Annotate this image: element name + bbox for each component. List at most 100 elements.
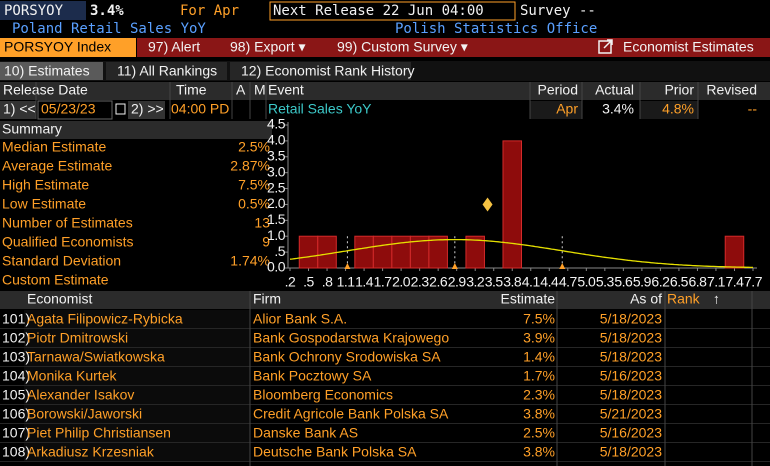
table-column[interactable]: Rank [667,291,701,307]
x-tick-label: 2.0 [392,274,411,290]
y-tick-label: 1.5 [267,211,286,227]
tab-label[interactable]: 10) Estimates [4,63,90,79]
toolbar-button[interactable]: 99) Custom Survey ▾ [337,39,468,55]
prev-button [0,101,36,119]
summary-label: High Estimate [2,177,89,193]
summary-value: 13 [254,215,270,231]
x-tick-label: 7.7 [744,274,763,290]
estimate: 2.3% [523,387,555,403]
estimate: 2.5% [523,425,555,441]
release-date[interactable]: 05/23/23 [41,101,96,117]
ticker: PORSYOY [4,3,64,19]
summary-header [0,121,272,139]
economist-cell [24,443,250,461]
summary-value: 2.87% [230,158,270,174]
table-column[interactable]: As of [630,291,662,307]
period-label: For Apr [180,3,239,19]
tab [0,62,103,80]
table-column[interactable]: Estimate [501,291,556,307]
firm: Bloomberg Economics [253,387,393,403]
table-column[interactable]: Economist [27,291,92,307]
estimate: 3.8% [523,406,555,422]
firm: Bank Ochrony Srodowiska SA [253,349,441,365]
economist[interactable]: Arkadiusz Krzesniak [27,444,155,460]
histogram-bar [354,235,374,269]
release-column: Event [268,82,304,98]
normal-curve [289,238,753,269]
calendar-icon [115,103,126,115]
economist[interactable]: Alexander Isakov [27,387,134,403]
economist-cell [24,348,250,366]
tab-label[interactable]: 11) All Rankings [117,63,217,79]
summary-title: Summary [2,121,62,137]
y-tick-label: 2.0 [267,195,286,211]
firm: Bank Pocztowy SA [253,368,372,384]
x-tick-label: 2.9 [448,274,467,290]
prev-label[interactable]: 1) << [3,101,36,117]
period: Apr [556,101,578,117]
estimate: 3.8% [523,444,555,460]
summary-label: Qualified Economists [2,234,134,250]
y-tick-label: .5 [274,243,285,259]
histogram-bar [317,235,337,269]
release-column: Prior [664,82,694,98]
histogram-bar [298,235,319,269]
economist[interactable]: Piotr Dmitrowski [27,330,128,346]
economist[interactable]: Tarnawa/Swiatkowska [27,349,165,365]
economist-cell [24,405,250,423]
histogram-bar [372,235,393,269]
summary-label: Number of Estimates [2,215,133,231]
economist[interactable]: Agata Filipowicz-Rybicka [27,311,183,327]
y-tick-label: 4.0 [267,132,286,148]
actual: 3.4% [602,101,634,117]
economist[interactable]: Borowski/Jaworski [27,406,142,422]
summary-label: Average Estimate [2,158,112,174]
histogram-bar [465,235,485,269]
release-column: Actual [595,82,634,98]
as-of: 5/18/2023 [600,311,662,327]
economist-cell [24,386,250,404]
toolbar-button[interactable]: 97) Alert [148,39,200,55]
next-label[interactable]: 2) >> [131,101,164,117]
economist[interactable]: Monika Kurtek [27,368,117,384]
x-tick-label: 5.0 [577,274,596,290]
row-number: 103) [2,349,30,365]
x-tick-label: 1.1 [337,274,356,290]
ticker-box [0,1,86,20]
std-marker [344,263,351,269]
economist-cell [24,310,250,328]
security-name: Poland Retail Sales YoY [12,21,206,37]
as-of: 5/18/2023 [600,349,662,365]
economist[interactable]: Piet Philip Christiansen [27,425,171,441]
std-marker [559,263,566,269]
table-column[interactable]: Firm [253,291,281,307]
summary-value: 9 [262,234,270,250]
revised: -- [748,101,758,117]
tab-label[interactable]: 12) Economist Rank History [241,63,415,79]
toolbar-button[interactable]: 98) Export ▾ [230,39,306,55]
x-tick-label: 5.6 [614,274,633,290]
release-column: A [236,82,246,98]
x-tick-label: 1.7 [374,274,393,290]
summary-value: 0.5% [238,196,270,212]
release-column: M [254,82,266,98]
x-tick-label: 3.8 [503,274,522,290]
firm: Deutsche Bank Polska SA [253,444,417,460]
estimate: 7.5% [523,311,555,327]
histogram-bar [502,140,523,269]
row-number: 102) [2,330,30,346]
firm: Credit Agricole Bank Polska SA [253,406,449,422]
estimate: 1.4% [523,349,555,365]
x-tick-label: 1.4 [355,274,374,290]
y-tick-label: 0.0 [267,259,286,275]
prior: 4.8% [662,101,694,117]
index-label: PORSYOY Index [4,39,111,55]
economist-cell [24,367,250,385]
x-tick-label: .2 [285,274,296,290]
next-button [128,101,165,119]
row-number: 106) [2,406,30,422]
table-header [0,291,770,309]
x-tick-label: 6.5 [670,274,689,290]
